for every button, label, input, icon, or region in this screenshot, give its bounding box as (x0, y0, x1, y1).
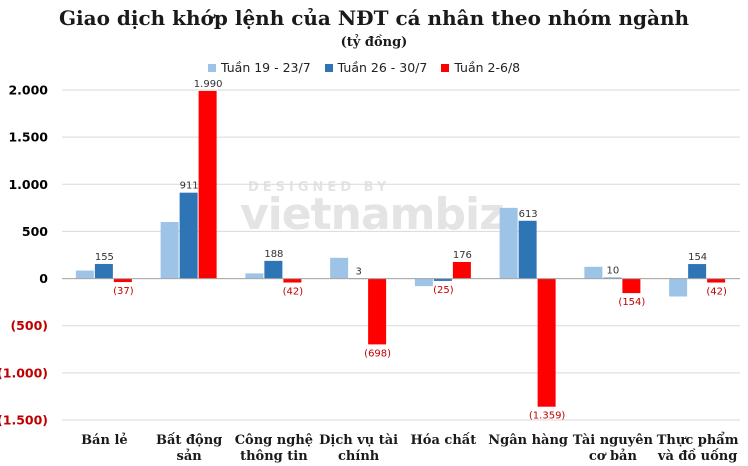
legend-item-series-3: Tuần 2-6/8 (441, 60, 520, 75)
data-label: 188 (264, 249, 283, 260)
legend-item-series-1: Tuần 19 - 23/7 (208, 60, 311, 75)
bar (179, 192, 198, 279)
x-tick-label: Công nghệ (235, 433, 313, 448)
data-label: 176 (453, 250, 472, 261)
x-tick-label: cơ bản (589, 448, 638, 464)
bar (499, 207, 518, 279)
x-tick-label: Dịch vụ tài (319, 433, 398, 448)
x-tick-label: Bán lẻ (81, 432, 128, 448)
data-label: 155 (95, 252, 114, 263)
data-label: 1.990 (194, 79, 223, 90)
data-label: 613 (519, 209, 538, 220)
data-label: (25) (433, 285, 454, 296)
data-label: 3 (355, 266, 361, 277)
y-tick-label: (1.500) (0, 413, 48, 428)
x-tick-label: sản (177, 448, 203, 464)
bar (622, 278, 641, 294)
legend-swatch-series-3 (441, 63, 450, 72)
bar (283, 278, 302, 283)
bar (537, 278, 556, 407)
bar (707, 278, 726, 283)
bar (245, 273, 264, 279)
y-tick-label: 1.000 (8, 177, 48, 192)
y-tick-label: 0 (39, 271, 48, 286)
x-tick-label: Thực phẩm (657, 432, 739, 448)
x-tick-label: Hóa chất (411, 432, 477, 448)
data-label: (154) (618, 297, 645, 308)
watermark-top-text: DESIGNED BY (248, 180, 391, 195)
y-tick-label: 1.500 (8, 130, 48, 145)
y-tick-label: 500 (22, 224, 48, 239)
data-label: (37) (113, 286, 134, 297)
legend-item-series-2: Tuần 26 - 30/7 (324, 60, 428, 75)
legend-swatch-series-2 (324, 63, 333, 72)
x-tick-label: thông tin (240, 449, 308, 464)
x-tick-label: chính (338, 449, 380, 464)
data-label: 154 (688, 252, 707, 263)
y-tick-label: (1.000) (0, 365, 48, 380)
bar (264, 260, 283, 279)
bar (160, 222, 179, 279)
legend-swatch-series-1 (208, 63, 216, 72)
x-tick-label: Ngân hàng (488, 433, 568, 448)
bar (584, 266, 603, 279)
bar (94, 263, 113, 279)
bar (452, 261, 471, 279)
watermark-main-text: vietnambiz (240, 189, 505, 240)
bar (198, 90, 217, 279)
bar (518, 220, 537, 279)
bar (113, 278, 132, 283)
bar (75, 270, 94, 279)
bar (669, 278, 688, 297)
bar (688, 264, 707, 279)
legend-label-series-2: Tuần 26 - 30/7 (337, 60, 428, 75)
watermark-logo: DESIGNED BY vietnambiz (240, 180, 505, 240)
x-tick-label: và đồ uống (657, 448, 737, 464)
data-label: (698) (364, 348, 391, 359)
bar (414, 278, 433, 287)
data-label: (1.359) (529, 411, 566, 422)
chart-title: Giao dịch khớp lệnh của NĐT cá nhân theo… (58, 6, 690, 30)
bar (330, 257, 349, 279)
data-label: (42) (283, 287, 304, 298)
y-tick-label: (500) (10, 318, 48, 333)
data-label: 10 (607, 266, 620, 277)
chart-legend: Tuần 19 - 23/7 Tuần 26 - 30/7 Tuần 2-6/8 (208, 60, 520, 75)
legend-label-series-1: Tuần 19 - 23/7 (221, 60, 311, 75)
x-tick-label: Bất động (156, 432, 222, 448)
x-tick-label: Tài nguyên (573, 433, 654, 448)
bar (433, 278, 452, 281)
data-label: (42) (706, 287, 727, 298)
data-label: 911 (180, 181, 199, 192)
y-tick-label: 2.000 (8, 83, 48, 98)
legend-label-series-3: Tuần 2-6/8 (454, 60, 521, 75)
bar (368, 278, 387, 345)
chart-subtitle: (tỷ đồng) (340, 35, 408, 50)
